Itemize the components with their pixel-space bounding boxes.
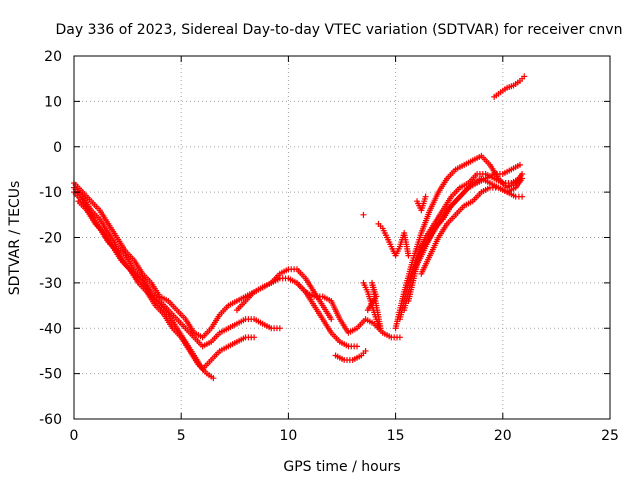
series-outlier	[360, 211, 367, 218]
y-tick-label: -40	[39, 321, 62, 337]
data-points	[71, 73, 528, 382]
series-track-15	[414, 193, 429, 214]
series-track-9	[375, 220, 412, 259]
data-point	[251, 334, 258, 341]
series-track-3	[71, 189, 258, 373]
data-point	[519, 175, 526, 182]
data-point	[519, 193, 526, 200]
data-point	[276, 325, 283, 332]
x-tick-label: 0	[70, 428, 79, 444]
data-point	[360, 211, 367, 218]
y-tick-label: -60	[39, 412, 62, 428]
y-tick-label: 0	[53, 140, 62, 156]
x-tick-label: 5	[177, 428, 186, 444]
data-point	[362, 347, 369, 354]
data-point	[422, 193, 429, 200]
data-point	[364, 307, 371, 314]
series-track-4	[75, 198, 217, 382]
data-point	[405, 252, 412, 259]
y-tick-label: 10	[44, 94, 62, 110]
y-tick-label: -10	[39, 185, 62, 201]
axes: 0 5 10 15 20 25 -60 -50 -40 -30 -20 -10 0 10 20	[39, 49, 619, 444]
series-track-8	[360, 279, 384, 332]
x-tick-label: 20	[494, 428, 512, 444]
x-axis-label: GPS time / hours	[283, 459, 400, 475]
data-point	[396, 334, 403, 341]
x-tick-label: 10	[279, 428, 297, 444]
series-track-14	[418, 184, 526, 277]
y-tick-label: -20	[39, 231, 62, 247]
series-track-10	[392, 152, 526, 332]
x-tick-label: 15	[387, 428, 405, 444]
y-tick-label: -30	[39, 276, 62, 292]
data-point	[516, 161, 523, 168]
x-tick-label: 25	[601, 428, 619, 444]
series-track-13	[405, 161, 523, 305]
series-track-6	[293, 279, 361, 350]
y-axis-label: SDTVAR / TECUs	[7, 181, 23, 296]
y-tick-label: -50	[39, 367, 62, 383]
series-track-7	[332, 347, 369, 364]
chart-title: Day 336 of 2023, Sidereal Day-to-day VTE…	[56, 22, 623, 38]
series-track-16	[491, 73, 528, 100]
data-point	[328, 316, 335, 323]
data-point	[210, 375, 217, 382]
y-tick-label: 20	[44, 49, 62, 65]
data-point	[354, 343, 361, 350]
grid-lines	[74, 56, 610, 419]
data-point	[521, 73, 528, 80]
series-track-1	[71, 180, 335, 341]
